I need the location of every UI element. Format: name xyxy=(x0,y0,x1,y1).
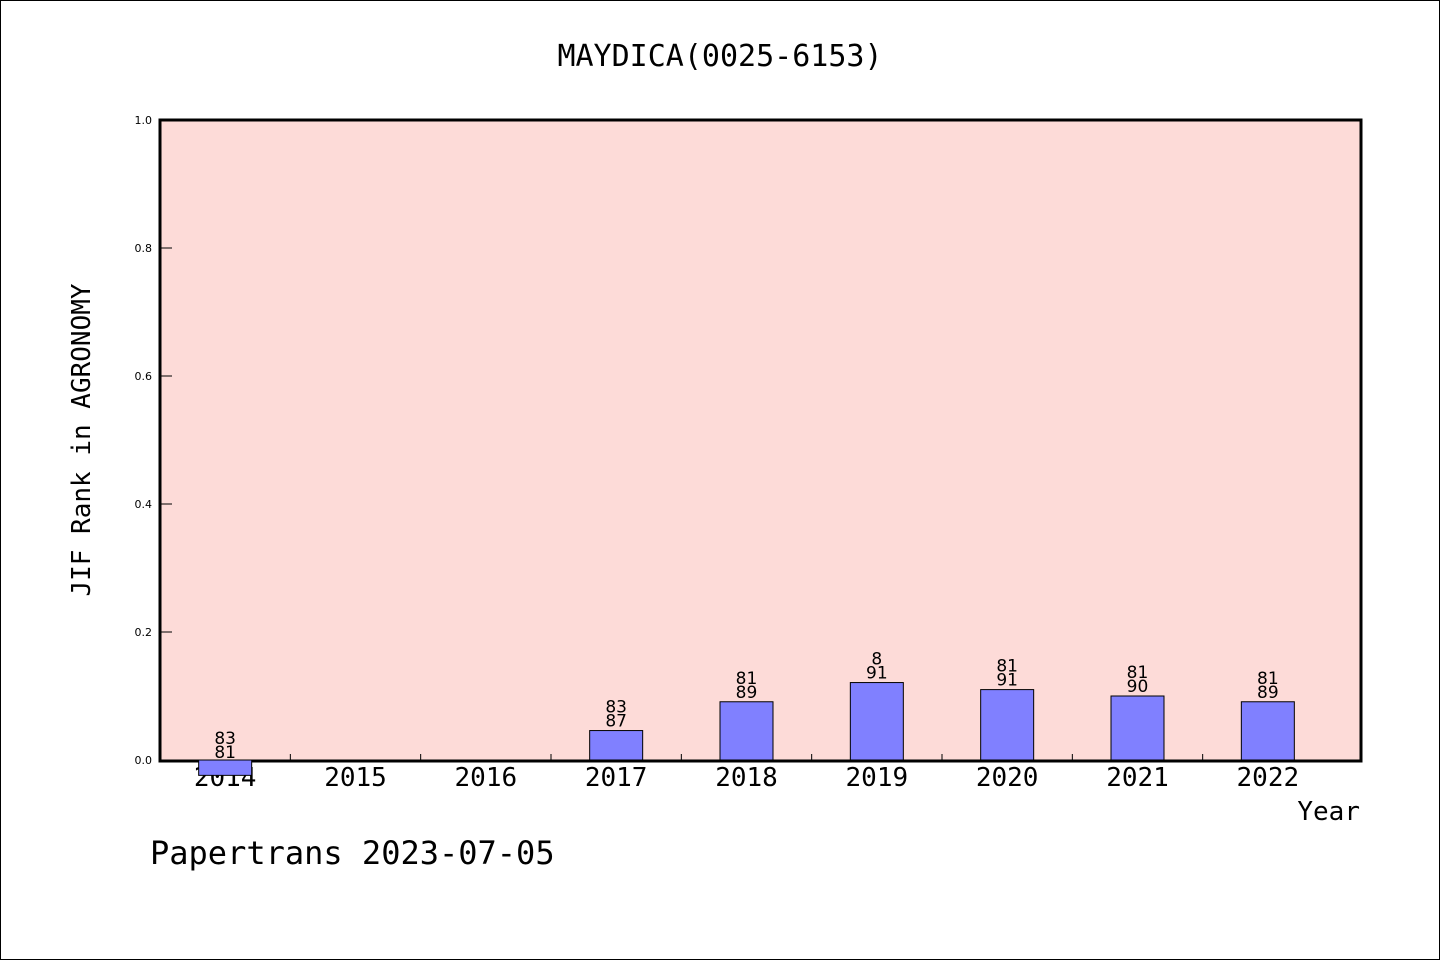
bar-label-rank: 83 xyxy=(605,698,627,718)
bar-2018 xyxy=(719,701,774,761)
y-tick-label: 0.6 xyxy=(135,370,153,383)
x-tick-label: 2021 xyxy=(1106,763,1169,793)
bar-label-total: 90 xyxy=(1127,677,1149,697)
bar-label-rank: 81 xyxy=(1257,669,1279,689)
bar-2022 xyxy=(1240,701,1295,761)
x-tick-label: 2017 xyxy=(585,763,648,793)
y-tick-label: 0.8 xyxy=(135,242,153,255)
x-tick-label: 2018 xyxy=(715,763,778,793)
bar-2020 xyxy=(980,689,1035,761)
bar-label-total: 81 xyxy=(214,743,236,763)
bar-label-total: 91 xyxy=(866,664,888,684)
x-tick-label: 2015 xyxy=(324,763,387,793)
x-tick-label: 2022 xyxy=(1237,763,1300,793)
plot-area xyxy=(158,118,1363,763)
bar-label-rank: 81 xyxy=(1127,663,1149,683)
bar-label-total: 87 xyxy=(605,712,627,732)
x-axis-label: Year xyxy=(1297,797,1360,827)
y-axis: 0.0 0.2 0.4 0.6 0.8 1.0 xyxy=(135,114,172,767)
bar-label-rank: 83 xyxy=(214,729,236,749)
bar-label-total: 91 xyxy=(996,671,1018,691)
bar-label-rank: 81 xyxy=(996,657,1018,677)
chart-title: MAYDICA(0025-6153) xyxy=(557,39,882,74)
footer-credit: Papertrans 2023-07-05 xyxy=(150,834,555,872)
bar-label-total: 89 xyxy=(1257,683,1279,703)
bar-2021 xyxy=(1110,695,1165,761)
bar-2017 xyxy=(589,730,644,761)
x-tick-label: 2019 xyxy=(846,763,909,793)
y-tick-label: 0.0 xyxy=(135,754,153,767)
x-tick-label: 2020 xyxy=(976,763,1039,793)
bar-label-rank: 8 xyxy=(871,650,882,670)
bar-label-rank: 81 xyxy=(736,669,758,689)
bar-label-total: 89 xyxy=(736,683,758,703)
y-tick-label: 1.0 xyxy=(135,114,153,127)
bar-series xyxy=(198,682,1295,776)
bar-2019 xyxy=(849,682,904,761)
y-tick-label: 0.2 xyxy=(135,626,153,639)
x-tick-label: 2016 xyxy=(455,763,518,793)
y-tick-label: 0.4 xyxy=(135,498,153,511)
x-axis: 2014 2015 2016 2017 2018 2019 2020 2021 2022 xyxy=(194,754,1299,793)
bar-2014 xyxy=(198,759,253,776)
y-axis-label: JIF Rank in AGRONOMY xyxy=(67,283,97,596)
